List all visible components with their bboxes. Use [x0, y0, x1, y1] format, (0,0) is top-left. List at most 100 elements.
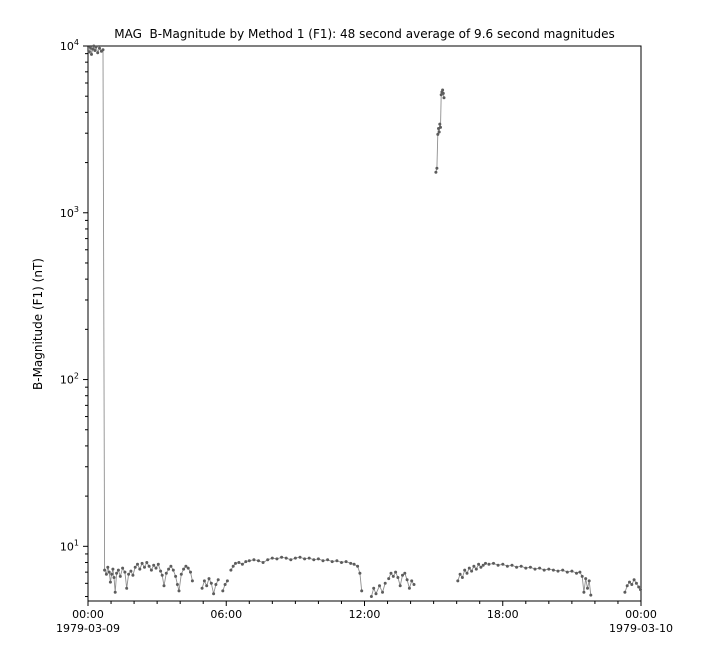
data-point: [391, 574, 395, 578]
data-point: [360, 589, 364, 593]
data-point: [107, 570, 111, 574]
data-point: [479, 565, 483, 569]
y-tick-label: 103: [60, 205, 79, 220]
data-point: [221, 589, 225, 593]
data-point: [280, 555, 284, 559]
data-point: [378, 584, 381, 588]
data-point: [98, 46, 101, 50]
data-point: [182, 567, 186, 571]
data-point: [437, 130, 441, 134]
data-point: [403, 571, 407, 575]
data-point: [200, 586, 204, 590]
data-point: [229, 568, 233, 572]
data-point: [639, 588, 642, 592]
data-point: [575, 571, 578, 575]
data-point: [190, 579, 194, 583]
data-point: [202, 579, 206, 583]
data-point: [470, 569, 474, 573]
data-point: [237, 561, 241, 564]
data-point: [106, 565, 110, 569]
data-point: [637, 585, 641, 589]
data-point: [586, 586, 589, 590]
data-point: [321, 559, 325, 563]
data-point: [104, 572, 108, 576]
data-point: [94, 45, 98, 49]
data-point: [96, 51, 100, 55]
data-point: [369, 595, 373, 598]
data-point: [154, 566, 158, 570]
data-point: [275, 557, 279, 561]
data-point: [298, 555, 302, 559]
data-point: [389, 571, 393, 575]
data-point: [326, 558, 330, 562]
data-point: [101, 48, 105, 52]
data-point: [133, 565, 137, 569]
data-point: [289, 558, 293, 562]
data-point: [247, 559, 251, 563]
data-point: [123, 570, 127, 574]
data-point: [162, 584, 166, 588]
data-point: [565, 570, 569, 574]
data-point: [266, 558, 270, 562]
data-point: [225, 579, 229, 583]
data-point: [240, 562, 244, 566]
data-point: [463, 568, 467, 572]
data-point: [628, 580, 631, 584]
data-point: [131, 573, 135, 577]
data-point: [561, 568, 565, 572]
data-point: [111, 567, 115, 571]
data-point: [387, 577, 391, 581]
data-point: [156, 562, 160, 566]
x-date-label: 1979-03-09: [56, 622, 120, 635]
data-point: [145, 561, 149, 564]
data-point: [474, 567, 478, 571]
data-point: [584, 577, 588, 581]
x-tick-label: 06:00: [210, 608, 242, 621]
data-point: [460, 576, 464, 579]
data-point: [524, 566, 528, 570]
data-point: [352, 562, 356, 566]
data-point: [435, 166, 439, 170]
data-point: [405, 578, 409, 582]
data-point: [510, 563, 514, 567]
data-point: [519, 564, 523, 568]
data-point: [570, 569, 574, 573]
data-point: [93, 49, 97, 52]
data-point: [186, 566, 190, 570]
data-point: [112, 576, 116, 579]
data-point: [582, 590, 586, 594]
data-point: [442, 96, 446, 100]
data-point: [244, 560, 248, 564]
data-point: [103, 568, 107, 572]
data-point: [164, 571, 168, 575]
data-point: [335, 559, 339, 563]
data-point: [129, 569, 133, 573]
x-date-label: 1979-03-10: [609, 622, 673, 635]
data-point: [394, 570, 398, 574]
data-point: [412, 583, 416, 586]
data-point: [127, 572, 131, 576]
data-point: [533, 567, 537, 571]
data-point: [307, 556, 311, 560]
data-point: [383, 581, 387, 585]
data-point: [216, 578, 220, 582]
data-point: [496, 563, 500, 567]
data-point: [556, 569, 560, 573]
data-point: [316, 557, 320, 561]
data-point: [184, 564, 188, 568]
data-point: [578, 570, 582, 574]
plot-frame: [87, 45, 642, 602]
data-point: [312, 558, 316, 562]
data-point: [92, 44, 96, 48]
data-point: [179, 572, 183, 576]
data-point: [175, 583, 179, 586]
data-point: [252, 558, 256, 562]
data-point: [372, 586, 376, 590]
data-point: [116, 568, 120, 572]
data-point: [231, 564, 235, 568]
data-point: [477, 562, 481, 566]
data-point: [303, 557, 307, 561]
data-point: [171, 568, 175, 572]
